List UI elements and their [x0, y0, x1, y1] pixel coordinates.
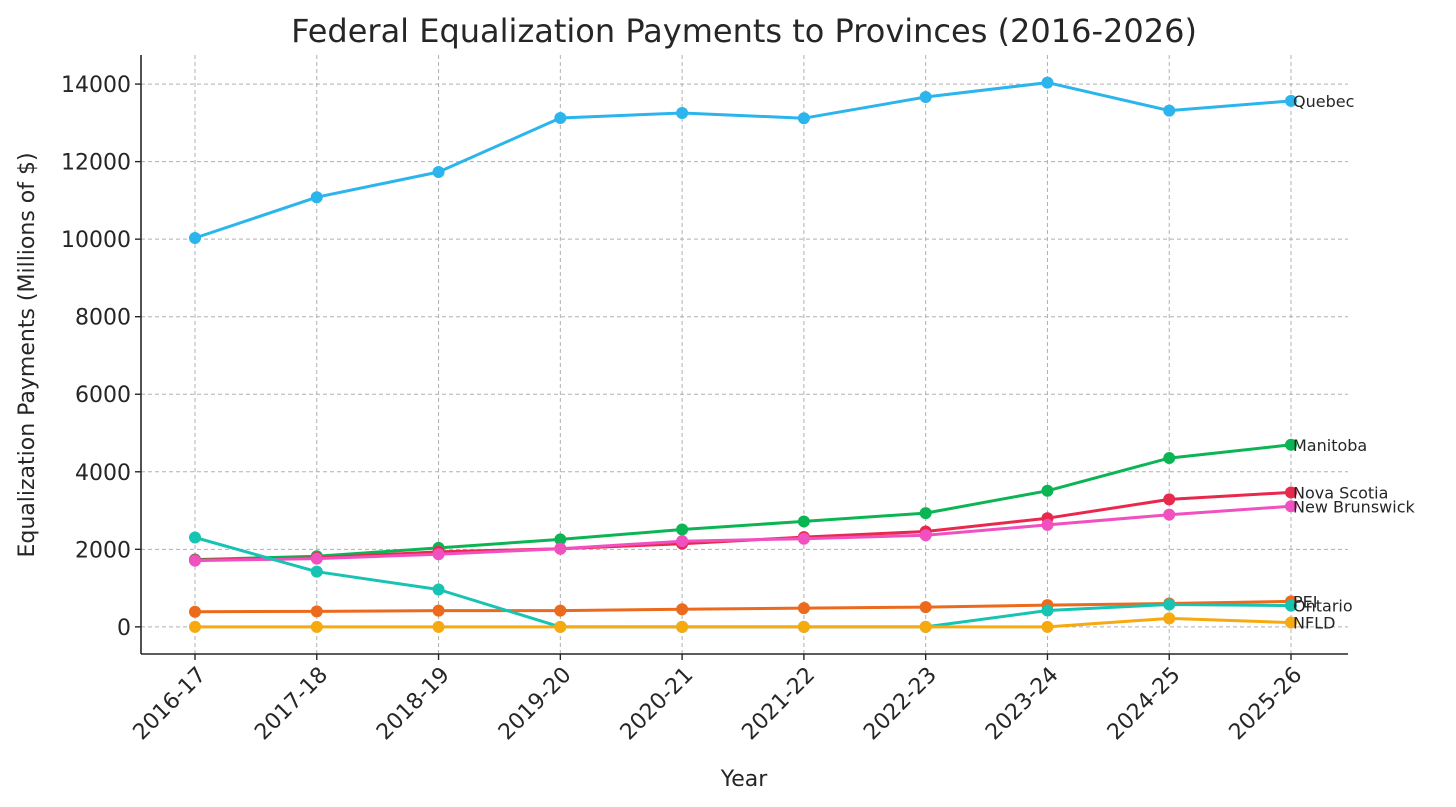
data-point-new-brunswick	[1041, 518, 1054, 531]
data-point-nfld	[1285, 616, 1297, 629]
x-tick-label: 2016-17	[129, 663, 212, 746]
data-point-nova-scotia	[1163, 493, 1176, 506]
data-point-ontario	[1285, 599, 1297, 612]
series-line-ontario	[193, 536, 1293, 629]
data-point-pei	[919, 601, 932, 614]
data-point-new-brunswick	[1285, 500, 1297, 513]
x-axis-label: Year	[720, 767, 769, 792]
series-line-nfld	[193, 616, 1293, 629]
grid	[141, 55, 1348, 654]
data-point-nfld	[919, 620, 932, 633]
y-tick-label: 2000	[75, 538, 131, 563]
data-point-new-brunswick	[554, 542, 567, 555]
data-point-quebec	[1285, 94, 1297, 107]
data-point-new-brunswick	[189, 554, 201, 567]
chart-title: Federal Equalization Payments to Provinc…	[291, 12, 1197, 50]
series-line-quebec	[193, 81, 1293, 240]
data-point-new-brunswick	[1163, 508, 1176, 521]
y-tick-label: 10000	[61, 228, 131, 253]
data-point-pei	[676, 603, 689, 616]
data-point-ontario	[310, 565, 323, 578]
data-point-nfld	[1163, 612, 1176, 625]
data-point-quebec	[432, 166, 445, 179]
data-point-pei	[797, 602, 810, 615]
data-point-new-brunswick	[676, 535, 689, 548]
data-point-nfld	[432, 620, 445, 633]
data-point-quebec	[797, 112, 810, 125]
data-point-quebec	[676, 107, 689, 120]
y-tick-label: 4000	[75, 461, 131, 486]
data-point-manitoba	[1041, 484, 1054, 497]
axes: 0 2000 4000 6000 8000 10000 12000 14000 2016-17 2…	[61, 55, 1348, 745]
data-point-pei	[554, 604, 567, 617]
x-tick-label: 2023-24	[981, 663, 1064, 746]
data-point-new-brunswick	[310, 552, 323, 565]
data-point-new-brunswick	[797, 532, 810, 545]
series-manitoba	[189, 438, 1297, 566]
series-label-pei: PEI	[1293, 592, 1317, 611]
x-tick-label: 2024-25	[1103, 663, 1186, 746]
x-tick-label: 2019-20	[494, 663, 577, 746]
data-point-manitoba	[797, 515, 810, 528]
y-tick-label: 8000	[75, 306, 131, 331]
data-point-manitoba	[919, 507, 932, 520]
x-tick-label: 2020-21	[616, 663, 699, 746]
data-point-manitoba	[1285, 438, 1297, 451]
data-point-ontario	[1163, 598, 1176, 611]
series-label-manitoba: Manitoba	[1293, 436, 1367, 455]
series-quebec	[189, 76, 1297, 244]
data-point-nfld	[1041, 620, 1054, 633]
y-tick-label: 6000	[75, 383, 131, 408]
data-point-nova-scotia	[1285, 486, 1297, 499]
data-point-pei	[432, 604, 445, 617]
data-point-nfld	[189, 620, 201, 633]
data-point-quebec	[1163, 104, 1176, 117]
series-label-new-brunswick: New Brunswick	[1293, 497, 1415, 516]
series-line-pei	[193, 599, 1293, 614]
data-point-manitoba	[554, 533, 567, 546]
series-label-nova-scotia: Nova Scotia	[1293, 483, 1388, 502]
data-point-pei	[310, 605, 323, 618]
x-tick-label: 2017-18	[250, 663, 333, 746]
data-point-quebec	[1041, 76, 1054, 89]
x-tick-label: 2025-26	[1225, 663, 1308, 746]
x-tick-label: 2021-22	[737, 663, 820, 746]
data-point-quebec	[310, 191, 323, 204]
data-point-manitoba	[676, 523, 689, 536]
data-point-ontario	[189, 531, 201, 544]
y-tick-label: 14000	[61, 73, 131, 98]
series-pei	[189, 595, 1297, 618]
data-point-nfld	[676, 620, 689, 633]
data-point-nfld	[554, 620, 567, 633]
data-point-pei	[189, 605, 201, 618]
data-point-quebec	[189, 231, 201, 244]
x-tick-label: 2018-19	[372, 663, 455, 746]
data-point-ontario	[432, 583, 445, 596]
y-axis-label: Equalization Payments (Millions of $)	[15, 152, 40, 557]
series-line-new-brunswick	[193, 504, 1293, 563]
series-ontario	[189, 531, 1297, 633]
series-new-brunswick	[189, 500, 1297, 567]
data-point-quebec	[919, 91, 932, 104]
data-point-new-brunswick	[919, 529, 932, 542]
series-label-ontario: Ontario	[1293, 597, 1353, 616]
y-tick-label: 12000	[61, 151, 131, 176]
series-nfld	[189, 612, 1297, 633]
series-line-manitoba	[193, 443, 1293, 562]
y-tick-label: 0	[117, 616, 131, 641]
series-label-quebec: Quebec	[1293, 92, 1354, 111]
series-label-nfld: NFLD	[1293, 614, 1335, 633]
series-layer	[189, 76, 1297, 633]
data-point-nfld	[310, 620, 323, 633]
data-point-manitoba	[1163, 452, 1176, 465]
data-point-quebec	[554, 112, 567, 125]
x-tick-label: 2022-23	[859, 663, 942, 746]
data-point-ontario	[1041, 604, 1054, 617]
data-point-new-brunswick	[432, 548, 445, 561]
data-point-nfld	[797, 620, 810, 633]
